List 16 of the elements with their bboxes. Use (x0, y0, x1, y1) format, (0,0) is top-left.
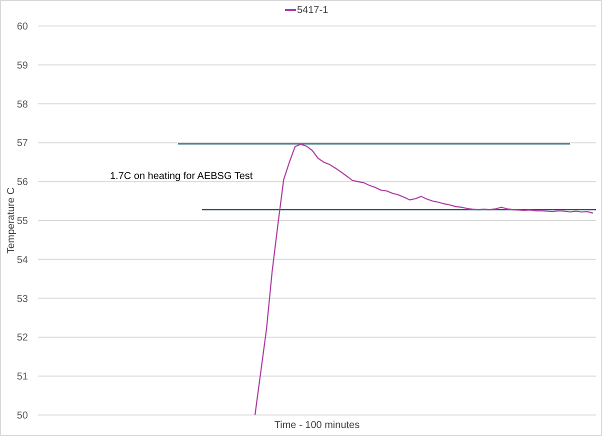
y-tick-label: 58 (16, 99, 28, 110)
y-tick-label: 56 (16, 177, 28, 188)
annotation: 1.7C on heating for AEBSG Test (110, 171, 253, 182)
y-axis-title: Temperature C (6, 187, 17, 254)
x-axis-title: Time - 100 minutes (274, 420, 360, 431)
y-tick-label: 50 (16, 410, 28, 422)
y-tick-label: 51 (16, 372, 28, 383)
y-tick-label: 52 (16, 332, 28, 344)
y-tick-label: 55 (16, 216, 28, 227)
y-tick-label: 60 (16, 22, 28, 32)
legend-label: 5417-1 (297, 5, 329, 16)
y-tick-label: 54 (16, 254, 28, 266)
y-tick-label: 57 (16, 138, 28, 150)
y-tick-label: 53 (16, 294, 28, 305)
line-series (254, 144, 594, 416)
y-tick-label: 59 (16, 60, 28, 72)
